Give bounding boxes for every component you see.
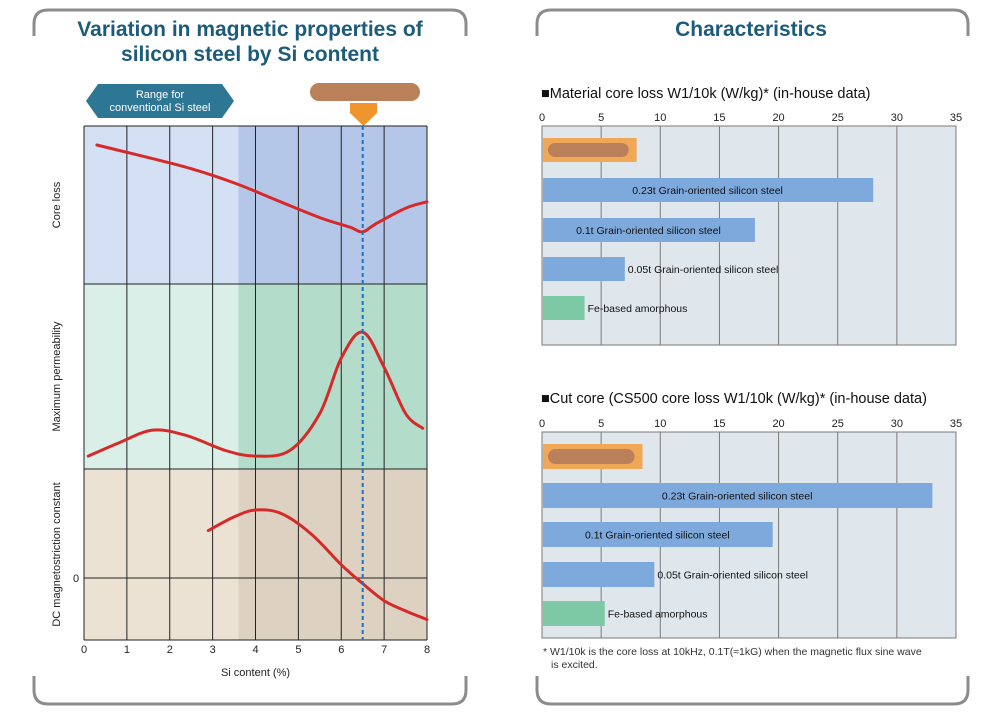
panel-1-high-si-band <box>238 126 427 284</box>
footnote-line1: * W1/10k is the core loss at 10kHz, 0.1T… <box>543 646 922 658</box>
bar-label: 0.23t Grain-oriented silicon steel <box>662 491 813 503</box>
curve-maximum-permeability <box>86 330 425 458</box>
x-tick-label: 35 <box>950 112 962 124</box>
curve-dc-magnetostriction-constant <box>206 508 429 621</box>
footnote-line2: is excited. <box>551 659 598 671</box>
conventional-range-arrow <box>86 84 234 118</box>
left-frame-top <box>32 8 468 36</box>
y-axis-label: DC magnetostriction constant <box>51 482 63 626</box>
y-axis-label: Core loss <box>51 181 63 228</box>
x-tick-label: 3 <box>210 644 216 656</box>
redacted-label-blob <box>548 143 629 157</box>
bar-label: 0.1t Grain-oriented silicon steel <box>576 225 721 237</box>
x-tick-label: 0 <box>539 418 545 430</box>
x-tick-label: 6 <box>338 644 344 656</box>
x-tick-label: 20 <box>772 112 784 124</box>
left-frame-bottom <box>32 676 468 706</box>
x-tick-label: 8 <box>424 644 430 656</box>
panel-3-conventional-band <box>84 469 239 640</box>
bar-label: 0.23t Grain-oriented silicon steel <box>632 185 783 197</box>
bar-label: Fe-based amorphous <box>608 609 708 621</box>
x-tick-label: 2 <box>167 644 173 656</box>
left-title-line1: Variation in magnetic properties of <box>77 18 423 41</box>
x-tick-label: 0 <box>81 644 87 656</box>
bar-label: 0.05t Grain-oriented silicon steel <box>657 570 808 582</box>
x-tick-label: 10 <box>654 418 666 430</box>
material-marker <box>350 103 377 126</box>
x-tick-label: 4 <box>252 644 258 656</box>
si-content-chart: Range for conventional Si steel 0 1 2 3 4 5 6 7… <box>51 83 430 679</box>
bar-grain-oriented-steel <box>543 257 625 281</box>
x-tick-label: 15 <box>713 418 725 430</box>
y-tick-label-zero: 0 <box>73 573 79 585</box>
panel-1-conventional-band <box>84 126 239 284</box>
panel-2-conventional-band <box>84 284 239 469</box>
x-tick-label: 5 <box>295 644 301 656</box>
range-label-line1: Range for <box>136 89 185 101</box>
curve-core-loss <box>95 143 429 234</box>
bar-grain-oriented-steel <box>543 483 933 508</box>
x-tick-label: 20 <box>772 418 784 430</box>
bar-label: Fe-based amorphous <box>588 303 688 315</box>
right-frame-top <box>535 8 970 36</box>
bar-grain-oriented-steel <box>543 178 874 202</box>
x-tick-label: 10 <box>654 112 666 124</box>
x-tick-label: 25 <box>832 418 844 430</box>
bar-fe-based-amorphous <box>543 601 605 626</box>
right-title: Characteristics <box>675 18 827 41</box>
x-tick-label: 7 <box>381 644 387 656</box>
bar-label: 0.1t Grain-oriented silicon steel <box>585 530 730 542</box>
x-tick-label: 5 <box>598 112 604 124</box>
x-tick-label: 35 <box>950 418 962 430</box>
redacted-label-blob <box>548 449 635 464</box>
x-tick-label: 5 <box>598 418 604 430</box>
x-tick-label: 30 <box>891 418 903 430</box>
y-axis-label: Maximum permeability <box>51 321 63 432</box>
left-title-line2: silicon steel by Si content <box>121 43 379 66</box>
bar-label: 0.05t Grain-oriented silicon steel <box>628 264 779 276</box>
x-tick-label: 0 <box>539 112 545 124</box>
x-tick-label: 1 <box>124 644 130 656</box>
right-frame-bottom <box>535 676 970 706</box>
chart2-title: ■Cut core (CS500 core loss W1/10k (W/kg)… <box>541 391 927 407</box>
bar-grain-oriented-steel <box>543 218 755 242</box>
chart1-title: ■Material core loss W1/10k (W/kg)* (in-h… <box>541 86 870 102</box>
range-label-line2: conventional Si steel <box>110 102 211 114</box>
bar-grain-oriented-steel <box>543 522 773 547</box>
x-tick-label: 30 <box>891 112 903 124</box>
bar-fe-based-amorphous <box>543 296 585 320</box>
redacted-material-label <box>310 83 420 101</box>
x-tick-label: 15 <box>713 112 725 124</box>
x-tick-label: 25 <box>832 112 844 124</box>
bar-grain-oriented-steel <box>543 562 655 587</box>
x-axis-label: Si content (%) <box>221 667 290 679</box>
cut-core-loss-chart: 0 5 10 15 20 25 30 35 0.23t Grain-oriented silic… <box>539 418 962 639</box>
material-core-loss-chart: 0 5 10 15 20 25 30 35 0.23t Grain-oriented silic… <box>539 112 962 346</box>
